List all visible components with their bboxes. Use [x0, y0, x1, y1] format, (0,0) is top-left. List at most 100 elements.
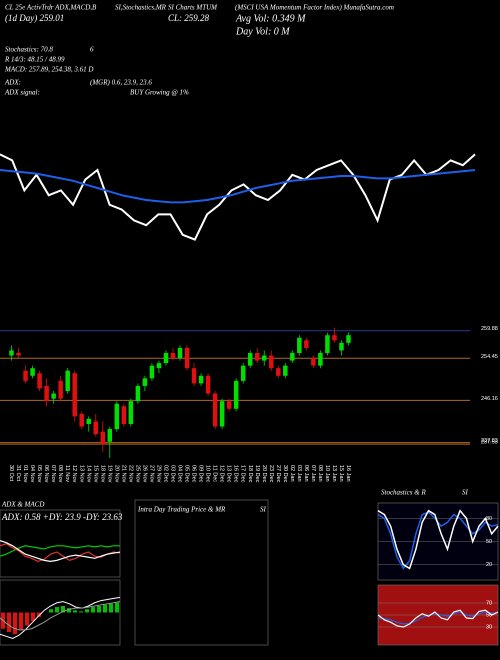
series-line [377, 609, 499, 628]
header-text: Day Vol: 0 M [235, 26, 290, 37]
x-tick-label: 10 Jan [324, 465, 330, 482]
level-label: 259.88 [481, 326, 498, 332]
candle-body [72, 373, 77, 417]
candle-body [304, 340, 309, 348]
series-line [377, 509, 499, 570]
header-text: BUY Growing @ 1% [130, 89, 189, 97]
x-tick-label: 17 Dec [240, 465, 246, 483]
header-text: Avg Vol: 0.349 M [235, 13, 306, 24]
histogram-bar [55, 607, 59, 613]
candle-body [297, 337, 302, 353]
candle-body [51, 393, 56, 399]
candle-body [339, 342, 344, 351]
candle-body [30, 368, 35, 376]
x-tick-label: 03 Jan [296, 465, 302, 482]
candle-body [100, 431, 106, 445]
header-text: (MGR) 0.6, 23.9, 23.6 [90, 79, 152, 87]
x-tick-label: 16 Jan [345, 465, 351, 482]
candle-body [135, 385, 141, 402]
x-tick-label: 06 Nov [43, 465, 49, 483]
candle-body [240, 365, 246, 381]
level-label: 254.45 [481, 354, 498, 360]
candle-body [107, 429, 113, 442]
histogram-bar [85, 609, 89, 613]
header-text: SI,Stochastics,MR [115, 4, 167, 12]
header-text: ADX signal: [4, 89, 40, 97]
histogram-bar [13, 612, 17, 635]
x-tick-label: 13 Dec [226, 465, 232, 483]
x-tick-label: 27 Dec [275, 465, 281, 483]
x-tick-label: 21 Nov [120, 465, 126, 483]
histogram-bar [31, 612, 35, 622]
candle-body [254, 352, 260, 361]
histogram-bar [97, 606, 101, 613]
candle-body [163, 352, 169, 364]
x-tick-label: 12 Nov [71, 465, 77, 483]
header-text: SI Charts MTUM [168, 4, 218, 12]
histogram-bar [115, 602, 119, 613]
candle-body [128, 401, 134, 424]
x-tick-label: 03 Dec [170, 465, 176, 483]
x-tick-label: 11 Nov [64, 465, 70, 482]
x-tick-label: 13 Jan [331, 465, 337, 482]
y-tick-label: 80 [486, 516, 492, 522]
panel-title: Intra Day Trading Price & MR [137, 506, 226, 514]
x-tick-label: 01 Nov [22, 465, 28, 483]
x-tick-label: 16 Dec [233, 465, 239, 483]
header-text: Stochastics: 70.8 [5, 46, 53, 54]
series-line [0, 545, 120, 557]
candle-body [142, 378, 148, 386]
candle-body [177, 347, 183, 359]
panel-frame [134, 499, 269, 646]
x-tick-label: 04 Nov [29, 465, 35, 483]
x-tick-label: 12 Dec [219, 465, 225, 483]
header-text: 6 [90, 46, 94, 54]
candle-body [276, 368, 281, 376]
x-tick-label: 30 Dec [282, 465, 288, 483]
x-tick-label: 02 Jan [289, 465, 295, 482]
x-tick-label: 04 Dec [177, 465, 183, 483]
histogram-bar [91, 607, 95, 613]
candle-body [325, 335, 330, 353]
y-tick-label: 50 [486, 539, 492, 545]
candle-body [311, 358, 316, 366]
x-tick-label: 29 Nov [155, 465, 161, 483]
candle-body [121, 406, 127, 424]
candle-body [269, 355, 274, 369]
x-tick-label: 25 Nov [134, 465, 140, 483]
x-tick-label: 15 Nov [92, 465, 98, 483]
header-text: (MSCI USA Momentum Factor Index) MunafaS… [235, 4, 394, 12]
candle-body [198, 375, 204, 384]
candle-body [16, 352, 21, 356]
series-line [0, 596, 121, 640]
x-tick-label: 09 Dec [198, 465, 204, 483]
candle-body [65, 370, 70, 392]
level-label: 237.83 [481, 438, 498, 444]
candle-body [191, 368, 197, 384]
histogram-bar [79, 611, 83, 613]
y-tick-label: 50 [486, 612, 492, 618]
x-tick-label: 02 Dec [163, 465, 169, 483]
x-tick-label: 26 Nov [141, 465, 147, 483]
candle-body [226, 401, 232, 409]
x-tick-label: 10 Dec [205, 465, 211, 483]
panel-frame [0, 509, 121, 578]
x-tick-label: 05 Nov [36, 465, 42, 483]
candle-body [86, 418, 91, 424]
candle-body [9, 350, 14, 356]
candle-body [283, 365, 288, 376]
histogram-bar [25, 612, 29, 626]
candle-body [79, 413, 84, 427]
histogram-bar [49, 609, 53, 613]
x-tick-label: 30 Oct [8, 465, 14, 482]
y-tick-label: 20 [486, 562, 492, 568]
histogram-bar [109, 603, 113, 613]
panel-frame [0, 579, 121, 646]
x-tick-label: 08 Jan [317, 465, 323, 482]
panel-title: SI [462, 489, 469, 497]
panel-title: ADX & MACD [1, 501, 44, 509]
x-tick-label: 06 Dec [191, 465, 197, 483]
candle-body [58, 380, 63, 399]
